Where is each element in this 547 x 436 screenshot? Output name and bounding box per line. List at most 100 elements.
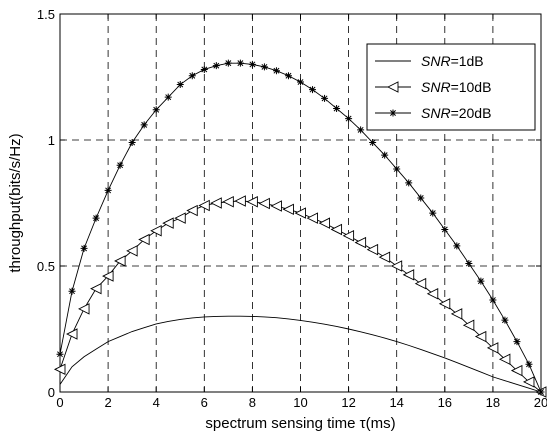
star-marker xyxy=(297,78,304,86)
triangle-marker xyxy=(78,303,90,315)
star-marker xyxy=(321,94,329,102)
triangle-marker xyxy=(174,212,186,224)
y-tick-label: 1.5 xyxy=(37,7,55,22)
x-tick-label: 8 xyxy=(249,395,256,410)
y-axis-label: throughput(bits/s/Hz) xyxy=(7,133,24,272)
x-tick-label: 2 xyxy=(104,395,111,410)
star-marker xyxy=(465,259,473,267)
x-tick-label: 18 xyxy=(486,395,500,410)
triangle-marker xyxy=(234,195,246,207)
triangle-marker xyxy=(210,197,222,209)
x-tick-label: 4 xyxy=(153,395,160,410)
star-marker xyxy=(176,81,184,89)
star-marker xyxy=(56,350,64,358)
star-marker xyxy=(200,65,208,73)
triangle-marker xyxy=(306,212,318,224)
legend-label-rest: =10dB xyxy=(451,79,492,95)
triangle-marker xyxy=(66,328,78,340)
series-20db xyxy=(56,59,545,396)
legend-label-rest: =20dB xyxy=(451,105,492,121)
series-1db xyxy=(59,315,542,393)
star-marker xyxy=(236,59,244,67)
triangle-marker xyxy=(90,282,102,295)
star-marker xyxy=(489,296,497,304)
triangle-marker xyxy=(318,217,330,229)
star-marker xyxy=(212,62,220,70)
star-marker xyxy=(369,139,377,147)
star-marker xyxy=(453,242,461,250)
star-marker xyxy=(152,106,160,114)
triangle-marker xyxy=(330,223,343,236)
triangle-marker xyxy=(270,200,282,212)
triangle-marker xyxy=(150,224,162,237)
x-tick-label: 0 xyxy=(56,395,63,410)
star-marker xyxy=(513,338,521,346)
triangle-marker xyxy=(102,270,114,282)
star-marker xyxy=(224,59,232,67)
triangle-marker xyxy=(462,319,475,331)
star-marker xyxy=(188,72,196,80)
x-tick-label: 6 xyxy=(201,395,208,410)
triangle-marker xyxy=(426,287,439,300)
x-tick-label: 12 xyxy=(341,395,355,410)
triangle-marker xyxy=(294,207,306,219)
legend-label-italic: SNR xyxy=(421,53,451,69)
star-marker xyxy=(272,67,280,75)
triangle-marker xyxy=(282,203,294,216)
triangle-marker xyxy=(386,81,399,93)
star-marker xyxy=(357,126,365,134)
triangle-marker xyxy=(486,342,499,354)
star-marker xyxy=(429,209,437,217)
series-line xyxy=(59,315,542,393)
star-marker xyxy=(501,316,509,324)
star-marker xyxy=(309,86,317,94)
triangle-marker xyxy=(138,233,150,246)
triangle-marker xyxy=(246,196,258,208)
triangle-marker xyxy=(366,243,379,256)
star-marker xyxy=(537,388,545,396)
star-marker xyxy=(477,277,485,285)
star-marker xyxy=(68,287,76,295)
triangle-marker xyxy=(186,204,198,217)
triangle-marker xyxy=(378,251,391,263)
x-tick-label: 10 xyxy=(293,395,307,410)
triangle-marker xyxy=(162,217,174,229)
series-10db xyxy=(53,195,547,398)
legend-label: SNR=1dB xyxy=(421,53,484,69)
triangle-marker xyxy=(438,298,451,310)
triangle-marker xyxy=(522,376,535,388)
legend-label: SNR=20dB xyxy=(421,105,491,121)
y-tick-label: 0.5 xyxy=(37,259,55,274)
legend-label-italic: SNR xyxy=(421,105,451,121)
star-marker xyxy=(92,214,100,222)
x-tick-label: 20 xyxy=(534,395,547,410)
star-marker xyxy=(333,105,341,112)
legend-label: SNR=10dB xyxy=(421,79,491,95)
triangle-marker xyxy=(126,245,138,257)
triangle-marker xyxy=(114,255,126,267)
star-marker xyxy=(128,139,136,147)
triangle-marker xyxy=(198,199,210,212)
star-marker xyxy=(164,93,172,101)
triangle-marker xyxy=(258,197,270,210)
triangle-marker xyxy=(342,230,355,242)
triangle-marker xyxy=(510,364,523,377)
star-marker xyxy=(393,165,401,173)
star-marker xyxy=(525,360,533,368)
star-marker xyxy=(417,194,425,202)
triangle-marker xyxy=(222,196,234,208)
star-marker xyxy=(248,60,256,68)
star-marker xyxy=(116,161,124,169)
star-marker xyxy=(80,244,88,252)
star-marker xyxy=(441,225,449,233)
legend-label-rest: =1dB xyxy=(451,53,484,69)
x-axis-label: spectrum sensing time τ(ms) xyxy=(205,415,395,432)
star-marker xyxy=(381,151,389,159)
triangle-marker xyxy=(414,277,427,290)
triangle-marker xyxy=(53,363,66,376)
triangle-marker xyxy=(354,236,367,249)
y-tick-label: 0 xyxy=(48,385,55,400)
star-marker xyxy=(104,186,112,194)
